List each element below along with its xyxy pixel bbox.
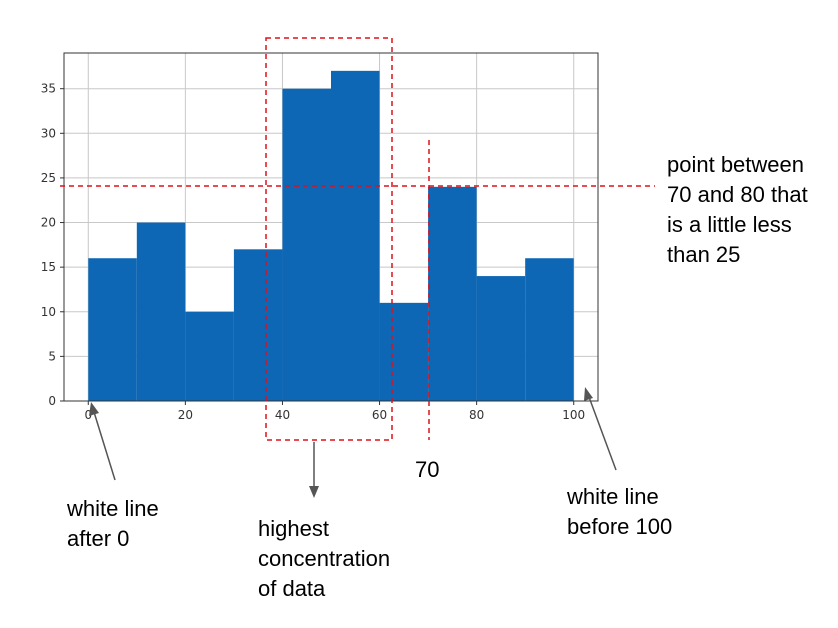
y-tick-label: 35 (41, 82, 56, 96)
annotation-highest-concentration: highest concentration of data (258, 516, 391, 601)
histogram-bar (136, 222, 186, 401)
y-tick-label: 20 (41, 216, 56, 230)
annotation-white-line-after-0: white line after 0 (67, 496, 159, 551)
histogram-bars (88, 70, 574, 401)
y-tick-label: 30 (41, 126, 56, 140)
arrowhead-before-100 (584, 387, 593, 401)
arrowhead-after-0 (89, 402, 99, 416)
arrow-white-line-after-0 (93, 411, 116, 481)
x-tick-label: 0 (84, 408, 92, 422)
annotation-point-between-70-80: point between 70 and 80 that is a little… (667, 152, 808, 267)
axis-ticks: 0 20 40 60 80 100 0 5 10 15 20 25 30 35 (41, 82, 585, 422)
histogram-bar (525, 258, 574, 401)
histogram-bar (331, 70, 380, 401)
y-tick-label: 10 (41, 305, 56, 319)
y-tick-label: 5 (48, 349, 56, 363)
y-tick-label: 0 (48, 394, 56, 408)
histogram-bar (476, 276, 526, 401)
highest-concentration-box (265, 37, 393, 441)
annotation-70: 70 (415, 457, 440, 482)
arrow-white-line-before-100 (588, 396, 617, 471)
histogram-bar (88, 258, 137, 401)
arrowhead-highest-concentration (309, 486, 319, 498)
axes-frame (63, 52, 599, 402)
annotation-white-line-before-100: white line before 100 (567, 484, 673, 539)
histogram-bar (379, 302, 429, 401)
x-tick-label: 40 (275, 408, 290, 422)
histogram-bar (233, 249, 283, 401)
y-tick-label: 25 (41, 171, 56, 185)
x-tick-label: 60 (372, 408, 387, 422)
histogram-bar (185, 311, 234, 401)
x-tick-label: 20 (178, 408, 193, 422)
annotation-marks (60, 37, 655, 498)
x-tick-label: 100 (562, 408, 585, 422)
histogram-bar (282, 88, 331, 401)
y-tick-label: 15 (41, 260, 56, 274)
x-tick-label: 80 (469, 408, 484, 422)
histogram-bar (428, 186, 477, 401)
